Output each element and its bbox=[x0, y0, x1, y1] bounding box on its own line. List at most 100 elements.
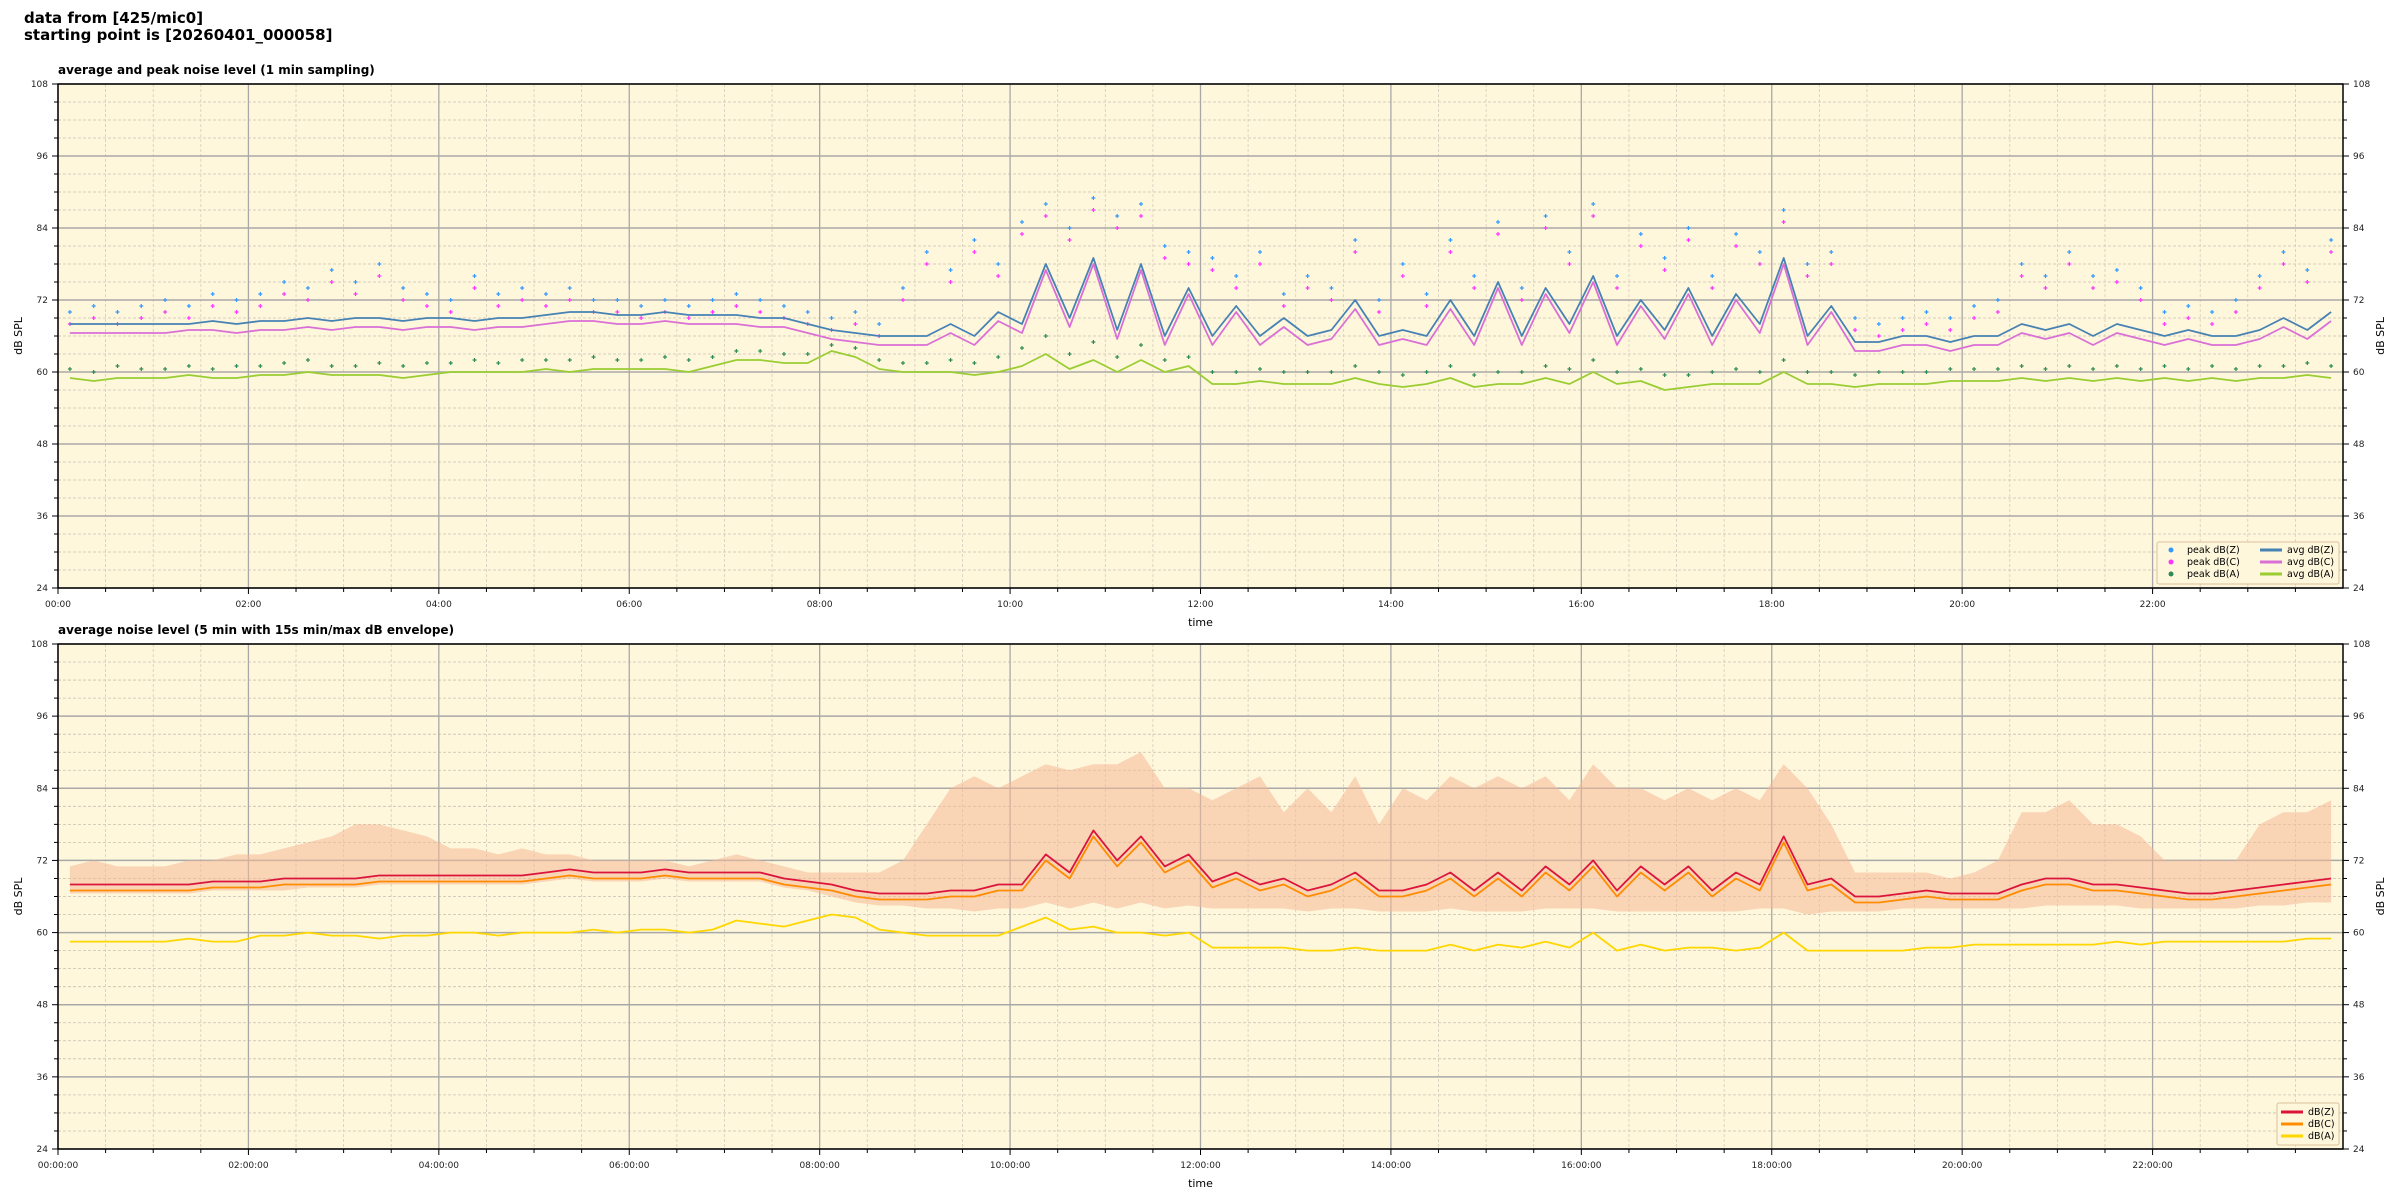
scatter-point bbox=[1496, 370, 1501, 374]
chart-title: average and peak noise level (1 min samp… bbox=[58, 63, 375, 77]
scatter-point bbox=[1448, 250, 1453, 254]
scatter-point bbox=[1305, 370, 1310, 374]
scatter-point bbox=[1400, 262, 1405, 266]
scatter-point bbox=[2305, 268, 2310, 272]
scatter-point bbox=[1043, 214, 1048, 218]
scatter-point bbox=[1900, 316, 1905, 320]
scatter-point bbox=[1305, 274, 1310, 278]
scatter-point bbox=[1686, 226, 1691, 230]
scatter-point bbox=[1757, 250, 1762, 254]
scatter-point bbox=[1924, 310, 1929, 314]
y-tick-label-right: 36 bbox=[2353, 1073, 2365, 1083]
scatter-point bbox=[115, 364, 120, 368]
scatter-point bbox=[2019, 274, 2024, 278]
scatter-point bbox=[1329, 370, 1334, 374]
x-tick-label: 22:00:00 bbox=[2132, 1161, 2173, 1171]
x-tick-label: 20:00:00 bbox=[1942, 1161, 1983, 1171]
scatter-point bbox=[948, 358, 953, 362]
x-tick-label: 22:00 bbox=[2140, 600, 2166, 610]
scatter-point bbox=[1686, 238, 1691, 242]
scatter-series-peak dB(Z) bbox=[67, 196, 2334, 326]
scatter-point bbox=[1972, 367, 1977, 371]
scatter-point bbox=[1115, 355, 1120, 359]
scatter-point bbox=[829, 343, 834, 347]
scatter-point bbox=[1829, 250, 1834, 254]
scatter-point bbox=[163, 298, 168, 302]
scatter-point bbox=[1567, 250, 1572, 254]
y-tick-label-right: 24 bbox=[2353, 1145, 2365, 1155]
scatter-point bbox=[1258, 367, 1263, 371]
scatter-point bbox=[853, 322, 858, 326]
x-tick-label: 08:00:00 bbox=[799, 1161, 840, 1171]
scatter-point bbox=[2043, 286, 2048, 290]
scatter-point bbox=[1591, 202, 1596, 206]
scatter-point bbox=[258, 364, 263, 368]
scatter-point bbox=[2043, 274, 2048, 278]
scatter-point bbox=[1186, 355, 1191, 359]
legend-marker bbox=[2168, 571, 2174, 577]
scatter-point bbox=[1591, 358, 1596, 362]
scatter-point bbox=[2233, 298, 2238, 302]
scatter-point bbox=[353, 364, 358, 368]
scatter-point bbox=[401, 364, 406, 368]
scatter-point bbox=[1519, 286, 1524, 290]
x-tick-label: 06:00:00 bbox=[609, 1161, 650, 1171]
y-tick-label-left: 84 bbox=[37, 784, 49, 794]
scatter-point bbox=[1162, 358, 1167, 362]
scatter-point bbox=[1329, 298, 1334, 302]
scatter-point bbox=[1638, 232, 1643, 236]
scatter-point bbox=[1281, 292, 1286, 296]
y-tick-label-left: 72 bbox=[37, 296, 48, 306]
scatter-point bbox=[1424, 292, 1429, 296]
scatter-point bbox=[2257, 364, 2262, 368]
scatter-point bbox=[210, 367, 215, 371]
y-tick-label-right: 72 bbox=[2353, 296, 2364, 306]
x-tick-label: 16:00 bbox=[1568, 600, 1594, 610]
scatter-point bbox=[2019, 364, 2024, 368]
scatter-point bbox=[448, 298, 453, 302]
scatter-point bbox=[1472, 274, 1477, 278]
scatter-point bbox=[853, 310, 858, 314]
scatter-point bbox=[1924, 370, 1929, 374]
scatter-point bbox=[1186, 250, 1191, 254]
scatter-point bbox=[1377, 310, 1382, 314]
y-tick-label-right: 60 bbox=[2353, 929, 2365, 939]
scatter-point bbox=[639, 358, 644, 362]
line-series-avg dB(A) bbox=[69, 350, 2332, 391]
legend-marker bbox=[2168, 559, 2174, 565]
scatter-point bbox=[377, 274, 382, 278]
scatter-point bbox=[805, 352, 810, 356]
scatter-point bbox=[1972, 304, 1977, 308]
legend-marker bbox=[2168, 547, 2174, 553]
x-tick-label: 18:00:00 bbox=[1752, 1161, 1793, 1171]
scatter-point bbox=[1781, 220, 1786, 224]
scatter-point bbox=[877, 322, 882, 326]
scatter-point bbox=[900, 361, 905, 365]
scatter-point bbox=[1757, 370, 1762, 374]
scatter-point bbox=[2067, 364, 2072, 368]
scatter-point bbox=[1162, 244, 1167, 248]
scatter-point bbox=[639, 304, 644, 308]
scatter-point bbox=[1734, 367, 1739, 371]
scatter-point bbox=[567, 358, 572, 362]
scatter-point bbox=[2233, 367, 2238, 371]
scatter-point bbox=[1091, 196, 1096, 200]
y-tick-label-left: 24 bbox=[37, 1145, 49, 1155]
scatter-point bbox=[1210, 256, 1215, 260]
scatter-point bbox=[1662, 373, 1667, 377]
x-tick-label: 06:00 bbox=[616, 600, 642, 610]
scatter-point bbox=[1329, 286, 1334, 290]
scatter-point bbox=[1591, 214, 1596, 218]
scatter-point bbox=[2114, 280, 2119, 284]
x-tick-label: 12:00:00 bbox=[1180, 1161, 1221, 1171]
scatter-point bbox=[686, 304, 691, 308]
legend-label: peak dB(A) bbox=[2187, 569, 2240, 580]
scatter-point bbox=[924, 262, 929, 266]
x-tick-label: 04:00 bbox=[426, 600, 452, 610]
line-series-dB(Z) bbox=[69, 829, 2332, 898]
scatter-point bbox=[924, 361, 929, 365]
scatter-point bbox=[1424, 304, 1429, 308]
scatter-point bbox=[1138, 214, 1143, 218]
legend-label: avg dB(C) bbox=[2287, 557, 2334, 568]
scatter-point bbox=[186, 316, 191, 320]
